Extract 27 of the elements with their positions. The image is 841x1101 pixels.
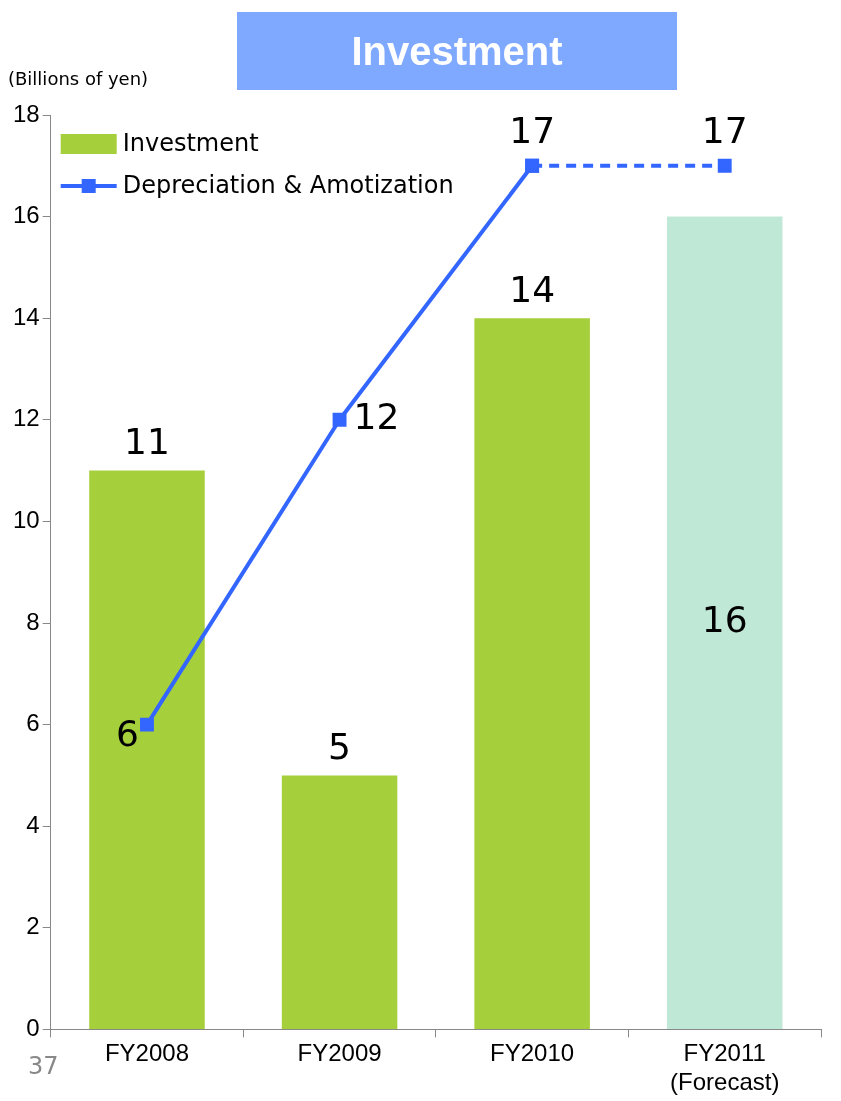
y-tick-label: 18 (12, 99, 40, 127)
chart-title: Investment (237, 12, 677, 90)
x-tick-label: FY2010 (490, 1039, 575, 1067)
y-tick-label: 12 (12, 404, 40, 432)
data-label: 6 (116, 712, 139, 754)
text: 37 (28, 1052, 59, 1080)
y-tick-label: 8 (26, 607, 40, 635)
data-label: 12 (353, 396, 400, 438)
data-label: 14 (509, 268, 556, 310)
data-label: 17 (509, 110, 556, 152)
y-tick-label: 0 (26, 1014, 40, 1042)
data-label: 16 (701, 599, 748, 641)
data-label: 11 (124, 420, 170, 462)
y-tick-label: 16 (12, 201, 40, 229)
y-tick-label: 14 (12, 302, 40, 330)
legend-label: Depreciation & Amotization (122, 171, 454, 200)
data-label: 17 (701, 110, 748, 152)
y-tick-label: 10 (12, 506, 40, 534)
x-tick-label: FY2011 (Forecast) (670, 1039, 780, 1096)
x-tick-label: FY2008 (104, 1039, 190, 1067)
y-tick-label: 2 (26, 912, 40, 940)
legend-label: Investment (122, 129, 259, 158)
x-tick-label: FY2009 (297, 1039, 382, 1067)
data-label: 5 (328, 725, 352, 767)
y-tick-label: 6 (26, 709, 40, 737)
y-tick-label: 4 (26, 810, 40, 838)
y-axis-title: (Billions of yen) (8, 68, 149, 89)
